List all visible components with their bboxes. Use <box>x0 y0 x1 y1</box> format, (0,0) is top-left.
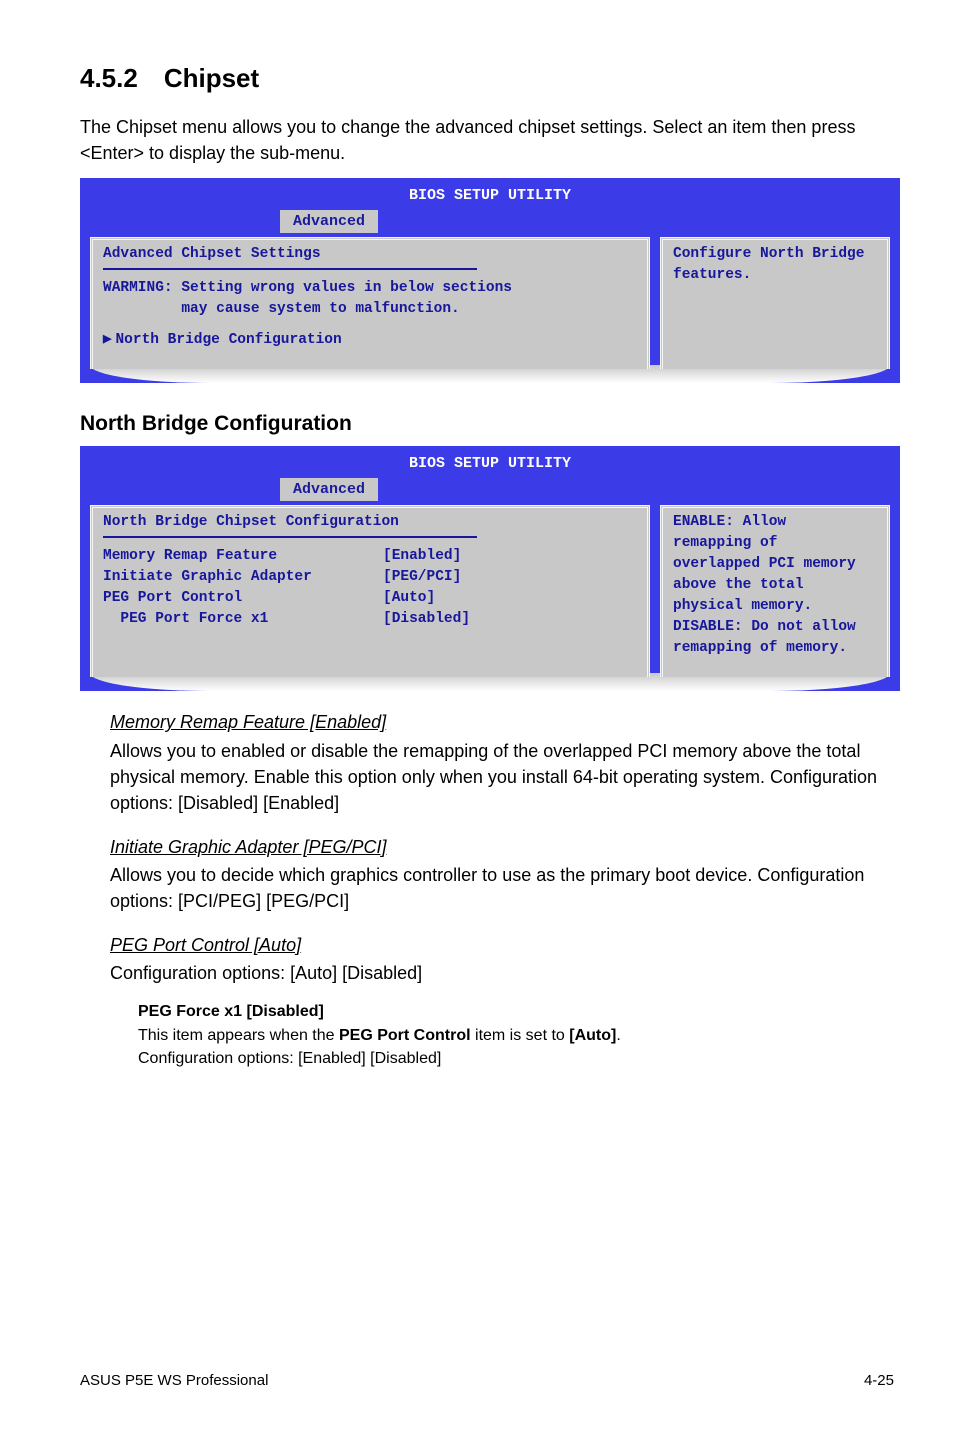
tab-advanced[interactable]: Advanced <box>280 478 378 502</box>
bios-warning-l1: WARMING: Setting wrong values in below s… <box>103 278 637 299</box>
bios-row-peg-port[interactable]: PEG Port Control[Auto] <box>103 588 637 609</box>
txt-mid: item is set to <box>471 1027 570 1044</box>
bios-help-l1: ENABLE: Allow <box>673 512 877 533</box>
subheading-north-bridge: North Bridge Configuration <box>80 409 894 439</box>
triangle-right-icon: ▶ <box>103 332 111 348</box>
bios-left-pane: Advanced Chipset Settings WARMING: Setti… <box>90 237 650 369</box>
bios-help-l2: features. <box>673 265 877 286</box>
item-text-init-graphic: Allows you to decide which graphics cont… <box>110 862 894 914</box>
bios-item-label: North Bridge Configuration <box>115 332 341 348</box>
bios-left-pane: North Bridge Chipset Configuration Memor… <box>90 505 650 677</box>
item-text-peg-port: Configuration options: [Auto] [Disabled] <box>110 960 894 986</box>
bios-tabs-row: Advanced <box>80 208 900 238</box>
item-title-peg-port: PEG Port Control [Auto] <box>110 932 894 958</box>
bios-help-l1: Configure North Bridge <box>673 244 877 265</box>
inner-text-peg-force: This item appears when the PEG Port Cont… <box>138 1024 894 1047</box>
bios-title-row: BIOS SETUP UTILITY <box>80 178 900 208</box>
bios-help-l4: above the total <box>673 575 877 596</box>
section-number: 4.5.2 <box>80 60 138 98</box>
bios-panel-chipset: BIOS SETUP UTILITY Advanced Advanced Chi… <box>80 178 900 384</box>
footer-left: ASUS P5E WS Professional <box>80 1370 268 1392</box>
cfg-label: Memory Remap Feature <box>103 546 383 567</box>
bios-warning-l2: may cause system to malfunction. <box>103 299 637 320</box>
cfg-label: PEG Port Force x1 <box>103 609 383 630</box>
bios-tabs-row: Advanced <box>80 476 900 506</box>
cfg-value: [Enabled] <box>383 546 461 567</box>
bios-body: North Bridge Chipset Configuration Memor… <box>80 505 900 677</box>
bios-help-l7: remapping of memory. <box>673 638 877 659</box>
bios-left-heading: North Bridge Chipset Configuration <box>103 512 637 533</box>
bios-body: Advanced Chipset Settings WARMING: Setti… <box>80 237 900 369</box>
bios-title-row: BIOS SETUP UTILITY <box>80 446 900 476</box>
footer-right: 4-25 <box>864 1370 894 1392</box>
tab-advanced[interactable]: Advanced <box>280 210 378 234</box>
cfg-value: [Disabled] <box>383 609 470 630</box>
spacer <box>103 320 637 330</box>
bios-item-north-bridge[interactable]: ▶North Bridge Configuration <box>103 330 637 351</box>
bios-help-l3: overlapped PCI memory <box>673 554 877 575</box>
item-title-mem-remap: Memory Remap Feature [Enabled] <box>110 709 894 735</box>
section-heading: 4.5.2 Chipset <box>80 60 894 98</box>
txt-post: . <box>616 1027 620 1044</box>
item-title-init-graphic: Initiate Graphic Adapter [PEG/PCI] <box>110 834 894 860</box>
inner-title-peg-force: PEG Force x1 [Disabled] <box>138 1000 894 1023</box>
bios-right-pane: Configure North Bridge features. <box>660 237 890 369</box>
txt-pre: This item appears when the <box>138 1027 339 1044</box>
bios-help-l5: physical memory. <box>673 596 877 617</box>
bios-help-l6: DISABLE: Do not allow <box>673 617 877 638</box>
option-descriptions: Memory Remap Feature [Enabled] Allows yo… <box>110 709 894 1069</box>
item-text-mem-remap: Allows you to enabled or disable the rem… <box>110 738 894 816</box>
inner-item-peg-force: PEG Force x1 [Disabled] This item appear… <box>138 1000 894 1070</box>
bios-divider <box>103 268 477 270</box>
txt-bold1: PEG Port Control <box>339 1027 471 1044</box>
bios-right-pane: ENABLE: Allow remapping of overlapped PC… <box>660 505 890 677</box>
txt-bold2: [Auto] <box>569 1027 616 1044</box>
section-title: Chipset <box>164 63 259 93</box>
bios-help-l2: remapping of <box>673 533 877 554</box>
bios-utility-title: BIOS SETUP UTILITY <box>409 187 571 204</box>
section-intro: The Chipset menu allows you to change th… <box>80 114 894 166</box>
cfg-label: PEG Port Control <box>103 588 383 609</box>
cfg-label: Initiate Graphic Adapter <box>103 567 383 588</box>
page-footer: ASUS P5E WS Professional 4-25 <box>80 1370 894 1392</box>
bios-panel-north-bridge: BIOS SETUP UTILITY Advanced North Bridge… <box>80 446 900 692</box>
bios-row-peg-force[interactable]: PEG Port Force x1[Disabled] <box>103 609 637 630</box>
bios-row-init-graphic[interactable]: Initiate Graphic Adapter[PEG/PCI] <box>103 567 637 588</box>
cfg-value: [Auto] <box>383 588 435 609</box>
cfg-value: [PEG/PCI] <box>383 567 461 588</box>
bios-utility-title: BIOS SETUP UTILITY <box>409 455 571 472</box>
bios-row-mem-remap[interactable]: Memory Remap Feature[Enabled] <box>103 546 637 567</box>
inner-text-peg-force-l2: Configuration options: [Enabled] [Disabl… <box>138 1047 894 1070</box>
bios-divider <box>103 536 477 538</box>
bios-left-heading: Advanced Chipset Settings <box>103 244 637 265</box>
